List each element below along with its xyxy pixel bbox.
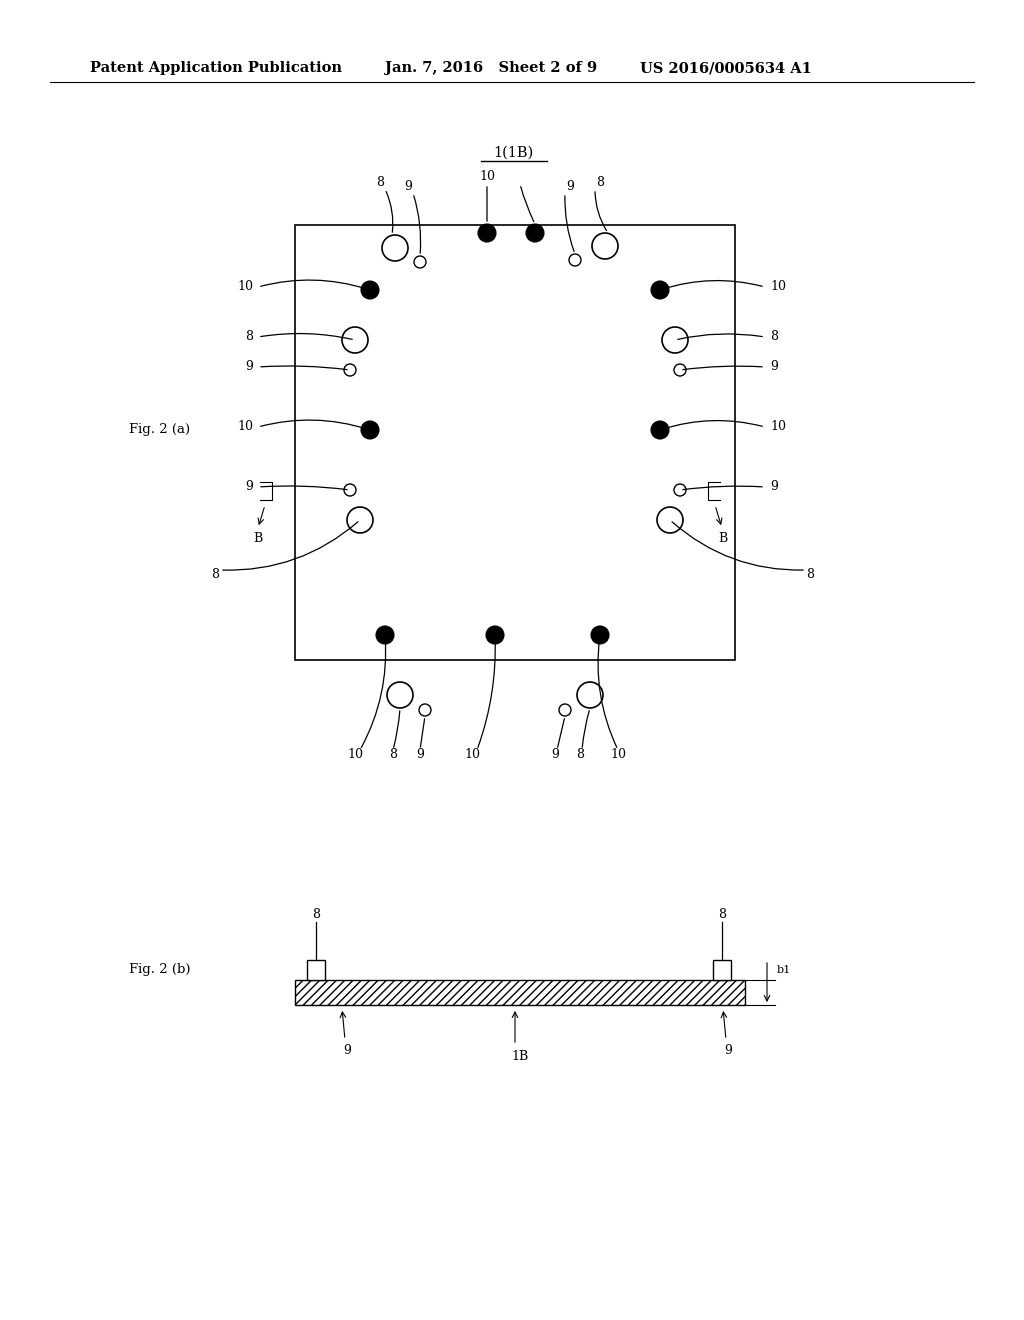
Text: 8: 8 [575,748,584,762]
Text: 8: 8 [806,569,814,582]
Circle shape [486,626,504,644]
Text: 9: 9 [724,1044,732,1056]
Text: b1: b1 [777,965,792,975]
Text: 8: 8 [596,176,604,189]
Text: Patent Application Publication: Patent Application Publication [90,61,342,75]
Circle shape [591,626,609,644]
Text: US 2016/0005634 A1: US 2016/0005634 A1 [640,61,812,75]
Bar [713,960,731,979]
Text: 10: 10 [464,748,480,762]
Text: 8: 8 [718,908,726,921]
Text: Jan. 7, 2016   Sheet 2 of 9: Jan. 7, 2016 Sheet 2 of 9 [385,61,597,75]
Text: B: B [253,532,262,544]
Text: 10: 10 [347,748,362,762]
Bar [295,224,735,660]
Text: 10: 10 [770,421,786,433]
Circle shape [651,281,669,300]
Text: 9: 9 [343,1044,351,1056]
Text: 8: 8 [312,908,319,921]
Text: Fig. 2 (b): Fig. 2 (b) [129,964,190,977]
Text: B: B [719,532,728,544]
Text: 9: 9 [416,748,424,762]
Text: 9: 9 [770,360,778,374]
Text: 10: 10 [237,281,253,293]
Text: 9: 9 [245,360,253,374]
Text: 8: 8 [245,330,253,343]
Circle shape [376,626,394,644]
Text: 8: 8 [376,176,384,189]
Text: 8: 8 [211,569,219,582]
Text: 1(1B): 1(1B) [493,147,534,160]
Circle shape [361,281,379,300]
Text: 9: 9 [770,480,778,494]
Text: 8: 8 [389,748,397,762]
Text: 10: 10 [479,170,495,183]
Text: 9: 9 [245,480,253,494]
Text: 1B: 1B [511,1051,528,1064]
Bar [295,979,745,1005]
Text: 10: 10 [237,421,253,433]
Bar [307,960,325,979]
Circle shape [651,421,669,440]
Text: 9: 9 [404,180,412,193]
Circle shape [526,224,544,242]
Text: Fig. 2 (a): Fig. 2 (a) [129,424,190,437]
Text: 10: 10 [770,281,786,293]
Text: 9: 9 [566,180,573,193]
Text: 8: 8 [770,330,778,343]
Text: 9: 9 [551,748,559,762]
Circle shape [361,421,379,440]
Text: 10: 10 [610,748,626,762]
Circle shape [478,224,496,242]
